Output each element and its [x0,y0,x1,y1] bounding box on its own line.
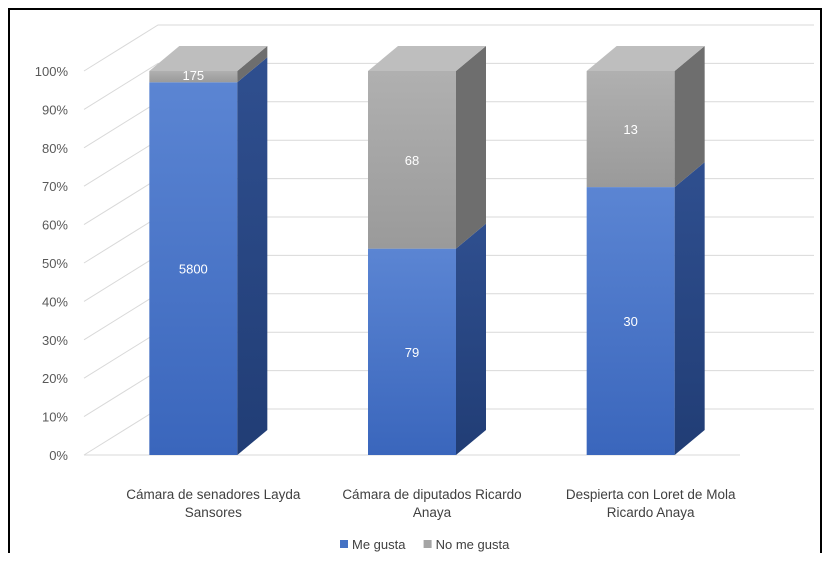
y-tick-label: 100% [35,64,69,79]
y-tick-label: 70% [42,179,68,194]
data-label: 5800 [179,262,208,277]
bar-top-face [149,46,268,71]
y-tick-label: 80% [42,141,68,156]
data-label: 30 [623,314,637,329]
x-axis-category-labels: Cámara de senadores Layda Sansores Cámara … [126,487,736,520]
legend-label: No me gusta [436,537,510,552]
bar-segment-side [674,46,705,188]
legend-swatch [340,540,348,548]
y-tick-label: 0% [49,448,68,463]
category-label: Sansores [185,505,242,520]
bar-segment-front [149,82,238,456]
y-axis-tick-labels: 0% 10% 20% 30% 40% 50% 60% 70% 80% 90% 100% [35,64,69,463]
bar-segment-front [586,71,675,188]
data-label: 13 [623,122,637,137]
y-tick-label: 60% [42,218,68,233]
y-tick-label: 20% [42,371,68,386]
y-tick-label: 40% [42,294,68,309]
gridline [83,62,814,110]
bar-segment-front [368,248,456,455]
bar-segment-side [237,46,268,83]
y-tick-label: 50% [42,256,68,271]
bar-segment-side [674,162,705,455]
bar-segment-front [149,71,238,83]
data-label: 68 [405,153,419,168]
category-label: Cámara de senadores Layda [126,487,301,502]
y-tick-label: 30% [42,333,68,348]
legend-label: Me gusta [352,537,406,552]
category-label: Ricardo Anaya [607,505,695,520]
category-label: Anaya [413,505,452,520]
bar-segment-front [368,71,456,249]
category-label: Despierta con Loret de Mola [566,487,736,502]
y-tick-label: 10% [42,410,68,425]
data-label: 175 [182,68,204,83]
legend-swatch [423,540,432,548]
data-labels: 5800 175 79 68 30 13 [179,68,638,360]
bar-segment-side [456,46,486,249]
data-label: 79 [405,345,419,360]
gridline [83,24,814,72]
bar-top-face [368,46,486,71]
bar-top-face [586,46,705,71]
category-label: Cámara de diputados Ricardo [342,487,521,502]
bar-segment-side [237,57,268,456]
bar-segment-front [586,187,675,455]
bars [149,46,705,456]
legend: Me gusta No me gusta [340,537,510,552]
bar-segment-side [456,223,486,455]
y-tick-label: 90% [42,102,68,117]
